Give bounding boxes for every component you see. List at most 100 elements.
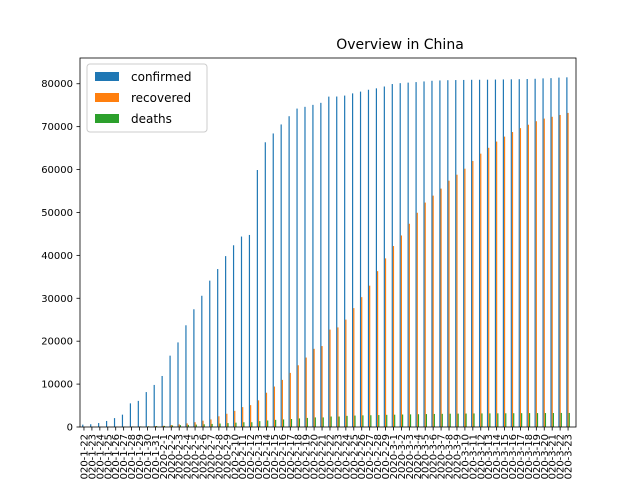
bar-deaths — [212, 424, 213, 427]
bar-deaths — [521, 413, 522, 427]
bar-recovered — [433, 196, 434, 427]
bar-recovered — [369, 286, 370, 427]
bar-recovered — [560, 115, 561, 427]
bar-recovered — [536, 121, 537, 427]
bar-recovered — [290, 373, 291, 427]
bar-recovered — [234, 411, 235, 427]
bar-recovered — [187, 423, 188, 427]
bar-recovered — [361, 297, 362, 427]
bar-deaths — [362, 415, 363, 427]
bar-recovered — [218, 416, 219, 427]
legend-label-recovered: recovered — [131, 91, 191, 105]
bar-deaths — [553, 413, 554, 427]
bar-recovered — [345, 320, 346, 427]
bar-recovered — [480, 154, 481, 427]
bar-deaths — [529, 413, 530, 427]
bar-recovered — [567, 113, 568, 427]
bar-confirmed — [98, 423, 99, 427]
bar-confirmed — [344, 96, 345, 427]
bar-deaths — [267, 420, 268, 427]
bar-deaths — [442, 414, 443, 427]
bar-confirmed — [439, 80, 440, 427]
bar-deaths — [378, 415, 379, 427]
y-tick-label: 10000 — [41, 380, 73, 391]
bar-confirmed — [177, 342, 178, 427]
bar-deaths — [465, 414, 466, 427]
bar-confirmed — [296, 109, 297, 427]
bar-deaths — [307, 418, 308, 427]
bar-recovered — [321, 346, 322, 427]
bar-deaths — [370, 415, 371, 427]
bar-confirmed — [519, 79, 520, 427]
bar-recovered — [306, 358, 307, 427]
legend-swatch-confirmed — [95, 72, 119, 81]
bar-deaths — [243, 422, 244, 427]
bar-recovered — [258, 400, 259, 427]
y-tick-label: 80000 — [41, 79, 73, 90]
bar-deaths — [481, 413, 482, 427]
bar-recovered — [401, 235, 402, 427]
bar-deaths — [346, 416, 347, 427]
y-tick-label: 20000 — [41, 337, 73, 348]
bar-recovered — [472, 161, 473, 427]
bar-confirmed — [463, 80, 464, 427]
bar-confirmed — [415, 82, 416, 427]
bar-deaths — [354, 416, 355, 427]
bar-confirmed — [257, 170, 258, 427]
bar-confirmed — [138, 401, 139, 427]
bar-recovered — [425, 203, 426, 427]
bar-recovered — [456, 175, 457, 427]
bar-deaths — [275, 420, 276, 427]
bar-confirmed — [130, 403, 131, 427]
bar-deaths — [235, 423, 236, 427]
y-tick-label: 0 — [67, 423, 73, 434]
bar-deaths — [537, 413, 538, 427]
bar-deaths — [227, 423, 228, 427]
bar-deaths — [204, 424, 205, 427]
bar-deaths — [331, 417, 332, 427]
bar-deaths — [339, 417, 340, 427]
bar-confirmed — [487, 80, 488, 427]
bar-confirmed — [154, 385, 155, 427]
x-axis: 2020-1-222020-1-232020-1-242020-1-252020… — [79, 427, 574, 480]
bar-deaths — [410, 414, 411, 427]
bar-confirmed — [249, 235, 250, 427]
bar-confirmed — [209, 281, 210, 427]
y-tick-label: 40000 — [41, 251, 73, 262]
chart-title: Overview in China — [336, 37, 464, 53]
bar-deaths — [497, 413, 498, 427]
bar-recovered — [353, 308, 354, 427]
bar-confirmed — [265, 142, 266, 427]
bar-confirmed — [431, 81, 432, 427]
bar-confirmed — [193, 309, 194, 427]
x-tick-label: 2020-3-23 — [564, 434, 575, 480]
bar-confirmed — [384, 87, 385, 427]
y-tick-label: 50000 — [41, 208, 73, 219]
bar-recovered — [552, 117, 553, 427]
bar-recovered — [528, 125, 529, 427]
bar-confirmed — [542, 78, 543, 427]
bar-deaths — [283, 419, 284, 427]
bar-recovered — [464, 169, 465, 427]
bar-recovered — [377, 271, 378, 427]
bar-confirmed — [185, 325, 186, 427]
bar-confirmed — [400, 83, 401, 427]
bar-confirmed — [368, 90, 369, 427]
bar-deaths — [323, 417, 324, 427]
bar-confirmed — [447, 80, 448, 427]
bar-confirmed — [90, 424, 91, 427]
bar-deaths — [473, 413, 474, 427]
bar-recovered — [337, 327, 338, 427]
bar-recovered — [250, 405, 251, 427]
bar-confirmed — [162, 376, 163, 427]
bar-recovered — [282, 380, 283, 427]
bar-confirmed — [352, 93, 353, 427]
bar-deaths — [394, 415, 395, 427]
bar-confirmed — [201, 296, 202, 427]
legend-label-deaths: deaths — [131, 112, 172, 126]
bar-confirmed — [273, 133, 274, 427]
bar-confirmed — [455, 80, 456, 427]
bar-confirmed — [423, 81, 424, 427]
bar-confirmed — [392, 84, 393, 427]
